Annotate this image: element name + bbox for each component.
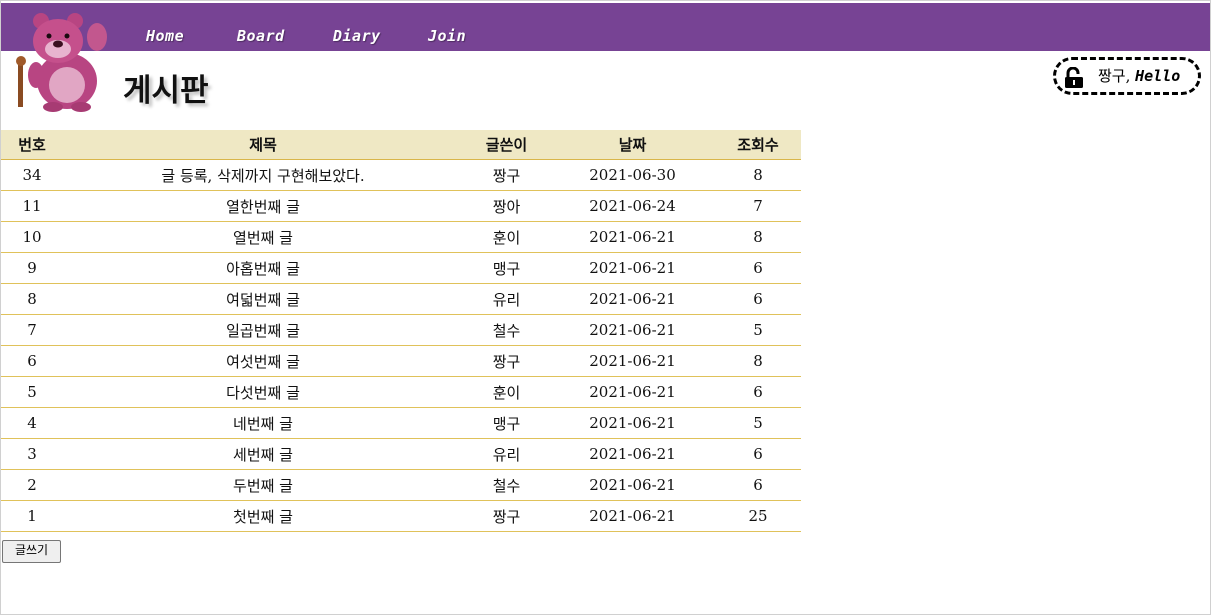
post-num: 3 <box>1 438 63 470</box>
user-greeting: 짱구, Hello <box>1098 65 1180 86</box>
post-title-link[interactable]: 두번째 글 <box>63 469 463 501</box>
post-views: 6 <box>715 283 801 315</box>
post-date: 2021-06-21 <box>550 376 715 408</box>
post-title-link[interactable]: 여섯번째 글 <box>63 345 463 377</box>
header-author: 글쓴이 <box>463 130 550 160</box>
post-title-link[interactable]: 여덟번째 글 <box>63 283 463 315</box>
nav-home-link[interactable]: Home <box>146 27 185 45</box>
post-views: 8 <box>715 345 801 377</box>
post-author: 짱구 <box>463 159 550 191</box>
post-date: 2021-06-21 <box>550 221 715 253</box>
post-author: 철수 <box>463 469 550 501</box>
post-views: 25 <box>715 500 801 532</box>
post-date: 2021-06-21 <box>550 407 715 439</box>
post-date: 2021-06-21 <box>550 283 715 315</box>
post-author: 훈이 <box>463 376 550 408</box>
post-num: 6 <box>1 345 63 377</box>
table-row[interactable]: 34 글 등록, 삭제까지 구현해보았다. 짱구 2021-06-30 8 <box>1 159 801 191</box>
post-title-link[interactable]: 아홉번째 글 <box>63 252 463 284</box>
post-title-link[interactable]: 열한번째 글 <box>63 190 463 222</box>
cane-shape <box>18 61 23 107</box>
post-num: 9 <box>1 252 63 284</box>
table-row[interactable]: 10 열번째 글 훈이 2021-06-21 8 <box>1 221 801 253</box>
post-author: 유리 <box>463 438 550 470</box>
post-num: 10 <box>1 221 63 253</box>
post-views: 7 <box>715 190 801 222</box>
user-name: 짱구, <box>1098 67 1131 85</box>
post-title-link[interactable]: 세번째 글 <box>63 438 463 470</box>
post-date: 2021-06-21 <box>550 345 715 377</box>
nav-diary-link[interactable]: Diary <box>333 27 381 45</box>
table-row[interactable]: 11 열한번째 글 짱아 2021-06-24 7 <box>1 190 801 222</box>
post-views: 8 <box>715 159 801 191</box>
post-num: 2 <box>1 469 63 501</box>
post-author: 짱아 <box>463 190 550 222</box>
table-row[interactable]: 6 여섯번째 글 짱구 2021-06-21 8 <box>1 345 801 377</box>
post-author: 짱구 <box>463 500 550 532</box>
nav-board-link[interactable]: Board <box>237 27 285 45</box>
post-views: 8 <box>715 221 801 253</box>
post-author: 유리 <box>463 283 550 315</box>
post-num: 7 <box>1 314 63 346</box>
table-row[interactable]: 1 첫번째 글 짱구 2021-06-21 25 <box>1 500 801 532</box>
post-title-link[interactable]: 글 등록, 삭제까지 구현해보았다. <box>63 159 463 191</box>
post-views: 6 <box>715 469 801 501</box>
top-nav-bar: Home Board Diary Join <box>1 3 1210 51</box>
table-row[interactable]: 3 세번째 글 유리 2021-06-21 6 <box>1 438 801 470</box>
post-date: 2021-06-24 <box>550 190 715 222</box>
table-row[interactable]: 2 두번째 글 철수 2021-06-21 6 <box>1 469 801 501</box>
post-num: 34 <box>1 159 63 191</box>
nav-join-link[interactable]: Join <box>428 27 467 45</box>
post-views: 5 <box>715 407 801 439</box>
post-date: 2021-06-21 <box>550 469 715 501</box>
header-num: 번호 <box>1 130 63 160</box>
post-views: 5 <box>715 314 801 346</box>
post-date: 2021-06-21 <box>550 438 715 470</box>
user-status-badge[interactable]: 짱구, Hello <box>1053 57 1201 95</box>
post-date: 2021-06-21 <box>550 500 715 532</box>
post-author: 짱구 <box>463 345 550 377</box>
table-header-row: 번호 제목 글쓴이 날짜 조회수 <box>1 130 801 160</box>
post-num: 5 <box>1 376 63 408</box>
table-row[interactable]: 4 네번째 글 맹구 2021-06-21 5 <box>1 407 801 439</box>
post-num: 1 <box>1 500 63 532</box>
post-author: 철수 <box>463 314 550 346</box>
post-num: 8 <box>1 283 63 315</box>
post-date: 2021-06-21 <box>550 252 715 284</box>
page-title: 게시판 <box>123 73 209 109</box>
unlock-icon <box>1065 67 1083 88</box>
post-author: 훈이 <box>463 221 550 253</box>
post-views: 6 <box>715 438 801 470</box>
post-num: 4 <box>1 407 63 439</box>
table-row[interactable]: 9 아홉번째 글 맹구 2021-06-21 6 <box>1 252 801 284</box>
post-title-link[interactable]: 첫번째 글 <box>63 500 463 532</box>
post-title-link[interactable]: 일곱번째 글 <box>63 314 463 346</box>
post-date: 2021-06-21 <box>550 314 715 346</box>
table-row[interactable]: 5 다섯번째 글 훈이 2021-06-21 6 <box>1 376 801 408</box>
post-views: 6 <box>715 252 801 284</box>
table-row[interactable]: 8 여덟번째 글 유리 2021-06-21 6 <box>1 283 801 315</box>
post-title-link[interactable]: 열번째 글 <box>63 221 463 253</box>
post-author: 맹구 <box>463 407 550 439</box>
header-title: 제목 <box>63 130 463 160</box>
hello-text: Hello <box>1135 67 1181 85</box>
header-views: 조회수 <box>715 130 801 160</box>
post-title-link[interactable]: 다섯번째 글 <box>63 376 463 408</box>
post-title-link[interactable]: 네번째 글 <box>63 407 463 439</box>
header-date: 날짜 <box>550 130 715 160</box>
write-post-button[interactable]: 글쓰기 <box>2 540 61 563</box>
post-date: 2021-06-30 <box>550 159 715 191</box>
post-num: 11 <box>1 190 63 222</box>
table-row[interactable]: 7 일곱번째 글 철수 2021-06-21 5 <box>1 314 801 346</box>
bear-logo[interactable] <box>11 9 111 113</box>
board-table: 번호 제목 글쓴이 날짜 조회수 34 글 등록, 삭제까지 구현해보았다. 짱… <box>1 130 801 532</box>
post-author: 맹구 <box>463 252 550 284</box>
post-views: 6 <box>715 376 801 408</box>
